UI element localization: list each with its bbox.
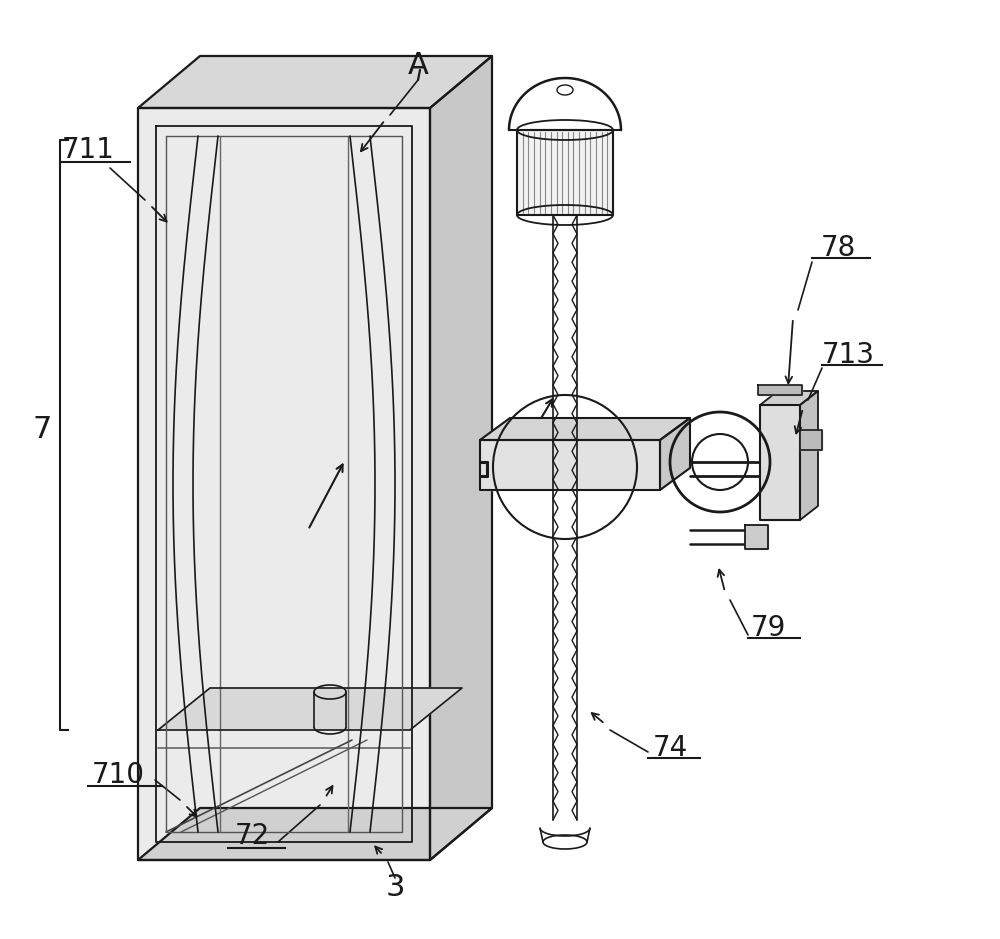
- Text: 710: 710: [92, 761, 145, 789]
- Text: A: A: [408, 51, 428, 80]
- Polygon shape: [480, 418, 690, 440]
- Polygon shape: [480, 440, 660, 490]
- Polygon shape: [158, 688, 462, 730]
- Polygon shape: [517, 130, 613, 215]
- Text: 78: 78: [820, 234, 856, 262]
- Polygon shape: [760, 405, 800, 520]
- Polygon shape: [800, 430, 822, 450]
- Polygon shape: [138, 108, 430, 860]
- Polygon shape: [138, 56, 492, 108]
- Text: 74: 74: [652, 734, 688, 762]
- Text: 711: 711: [62, 136, 114, 164]
- Polygon shape: [758, 385, 802, 395]
- Text: 713: 713: [822, 341, 874, 369]
- Text: 3: 3: [385, 873, 405, 902]
- Polygon shape: [800, 391, 818, 520]
- Polygon shape: [760, 391, 818, 405]
- Text: 7: 7: [32, 415, 52, 444]
- Polygon shape: [745, 525, 768, 549]
- Polygon shape: [138, 808, 492, 860]
- Text: 72: 72: [234, 822, 270, 850]
- Polygon shape: [660, 418, 690, 490]
- Text: 79: 79: [750, 614, 786, 642]
- Polygon shape: [430, 56, 492, 860]
